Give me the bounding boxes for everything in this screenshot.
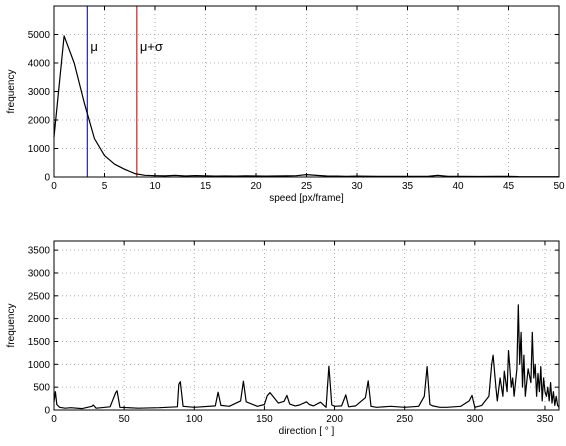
x-tick-label: 30 bbox=[351, 181, 363, 192]
x-tick-label: 25 bbox=[301, 181, 313, 192]
y-tick-label: 3000 bbox=[28, 87, 51, 98]
y-tick-label: 2000 bbox=[28, 116, 51, 127]
x-tick-label: 0 bbox=[51, 414, 57, 425]
x-axis-label: speed [px/frame] bbox=[269, 193, 344, 204]
x-tick-label: 50 bbox=[119, 414, 131, 425]
x-tick-label: 15 bbox=[200, 181, 212, 192]
x-axis-label: direction [ ° ] bbox=[279, 426, 335, 437]
y-tick-label: 1500 bbox=[28, 337, 51, 348]
x-tick-label: 0 bbox=[51, 181, 57, 192]
marker-label-1: μ bbox=[90, 39, 98, 54]
x-tick-label: 300 bbox=[466, 414, 483, 425]
chart-1: μ μ+σ 0 5 10 15 20 25 30 35 40 45 50 0 1000 2000 3000 400… bbox=[6, 5, 565, 204]
x-tick-label: 50 bbox=[553, 181, 565, 192]
series-line-1 bbox=[53, 35, 559, 178]
y-axis-label: frequency bbox=[6, 70, 17, 114]
x-tick-label: 45 bbox=[503, 181, 515, 192]
y-tick-label: 0 bbox=[44, 406, 50, 417]
y-tick-label: 4000 bbox=[28, 59, 51, 70]
y-tick-label: 3500 bbox=[28, 246, 51, 257]
x-tick-label: 10 bbox=[149, 181, 161, 192]
y-tick-label: 0 bbox=[44, 173, 50, 184]
x-tick-label: 250 bbox=[396, 414, 413, 425]
y-axis-label: frequency bbox=[6, 304, 17, 348]
x-tick-label: 40 bbox=[452, 181, 464, 192]
y-tick-label: 2500 bbox=[28, 291, 51, 302]
axes-frame bbox=[53, 240, 560, 411]
x-tick-label: 5 bbox=[102, 181, 108, 192]
marker-label-2: μ+σ bbox=[140, 39, 163, 54]
x-tick-label: 100 bbox=[186, 414, 203, 425]
y-tick-label: 1000 bbox=[28, 144, 51, 155]
chart-2: 0 50 100 150 200 250 300 3500500100015002000250… bbox=[6, 240, 560, 437]
x-tick-label: 20 bbox=[250, 181, 262, 192]
y-tick-label: 500 bbox=[33, 383, 50, 394]
y-tick-label: 2000 bbox=[28, 314, 51, 325]
x-tick-label: 350 bbox=[537, 414, 554, 425]
x-tick-label: 200 bbox=[326, 414, 343, 425]
y-tick-label: 3000 bbox=[28, 268, 51, 279]
y-tick-label: 1000 bbox=[28, 360, 51, 371]
plot-area bbox=[54, 241, 559, 410]
x-tick-label: 35 bbox=[402, 181, 414, 192]
x-tick-label: 150 bbox=[256, 414, 273, 425]
y-tick-label: 5000 bbox=[28, 30, 51, 41]
